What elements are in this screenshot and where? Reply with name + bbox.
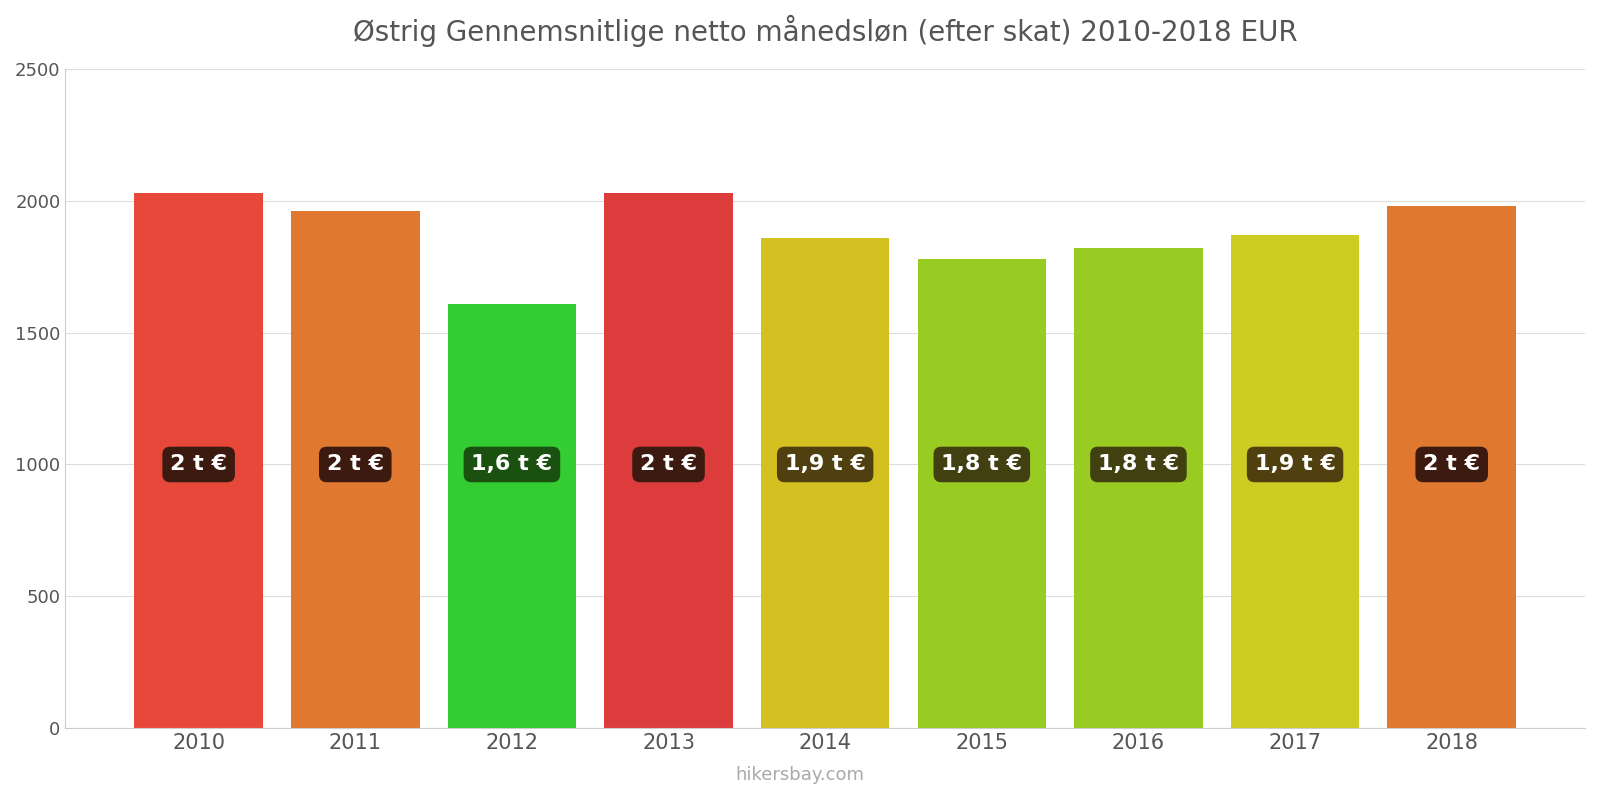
Bar — [1387, 206, 1515, 728]
Bar — [291, 211, 419, 728]
Text: 1,9 t €: 1,9 t € — [1254, 454, 1336, 474]
Bar — [448, 304, 576, 728]
Text: 1,9 t €: 1,9 t € — [784, 454, 866, 474]
Text: 2 t €: 2 t € — [170, 454, 227, 474]
Bar — [1230, 235, 1360, 728]
Text: 2 t €: 2 t € — [326, 454, 384, 474]
Text: 1,8 t €: 1,8 t € — [941, 454, 1022, 474]
Text: 2 t €: 2 t € — [1424, 454, 1480, 474]
Bar — [134, 193, 262, 728]
Text: 1,8 t €: 1,8 t € — [1098, 454, 1179, 474]
Bar — [762, 238, 890, 728]
Text: hikersbay.com: hikersbay.com — [736, 766, 864, 784]
Text: 1,6 t €: 1,6 t € — [472, 454, 552, 474]
Text: 2 t €: 2 t € — [640, 454, 698, 474]
Bar — [917, 258, 1046, 728]
Bar — [605, 193, 733, 728]
Title: Østrig Gennemsnitlige netto månedsløn (efter skat) 2010-2018 EUR: Østrig Gennemsnitlige netto månedsløn (e… — [354, 15, 1298, 47]
Bar — [1074, 248, 1203, 728]
